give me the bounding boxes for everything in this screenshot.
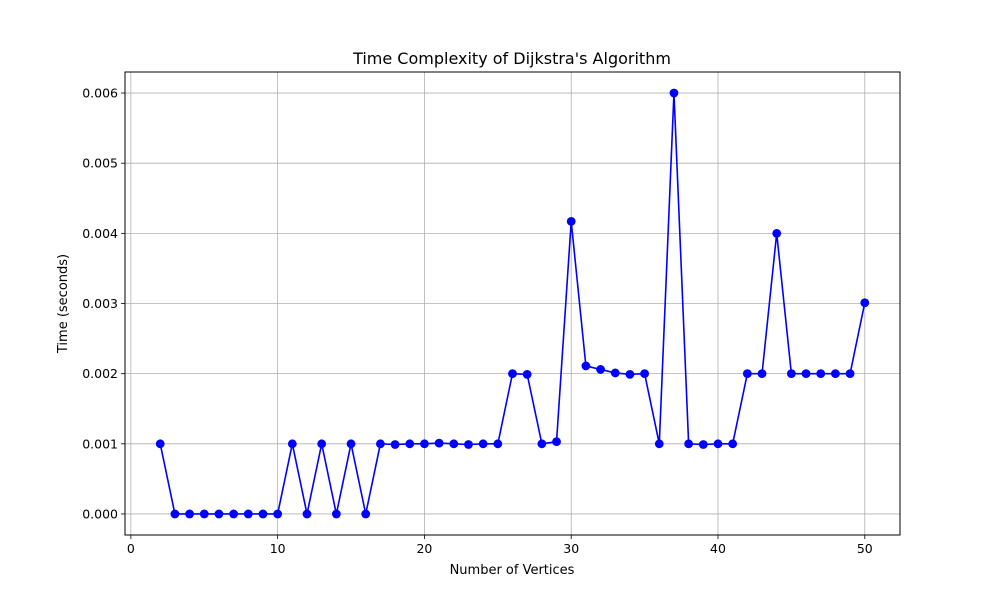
data-point [331,509,341,519]
data-point [405,439,415,449]
data-point [860,298,870,308]
data-point [478,439,488,449]
data-point [772,228,782,238]
x-tick-label: 20 [416,541,432,556]
data-point [317,439,327,449]
data-point [155,439,165,449]
data-point [831,369,840,379]
data-point [258,509,268,519]
x-tick-label: 10 [270,541,286,556]
y-tick-label: 0.005 [82,156,118,171]
data-point [273,509,283,519]
y-axis-label: Time (seconds) [56,254,71,354]
data-point [654,439,664,449]
data-point [728,439,738,449]
data-point [420,439,429,449]
data-point [684,439,694,449]
data-point [816,369,826,379]
data-point [434,438,444,448]
data-point [801,369,811,379]
series-layer [155,88,870,519]
y-tick-label: 0.006 [82,86,118,101]
x-tick-label: 30 [563,541,579,556]
x-axis-label: Number of Vertices [450,563,575,578]
data-point [390,440,400,449]
x-tick-label: 0 [127,541,135,556]
data-point [713,439,723,449]
y-tick-label: 0.003 [82,296,118,311]
data-point [375,439,385,449]
data-point [742,369,752,379]
data-point [243,509,253,519]
x-tick-label: 50 [857,541,873,556]
data-point [185,509,194,519]
data-point [757,369,767,379]
data-point [449,439,459,449]
data-point [786,369,796,379]
data-point [596,365,605,374]
data-point [537,439,547,449]
data-point [610,368,620,378]
data-point [698,440,708,449]
data-point [566,217,576,226]
data-point [361,509,371,519]
data-point [625,369,635,379]
data-point [346,439,356,449]
y-tick-label: 0.004 [82,226,118,241]
x-axis-ticks: 0 10 20 30 40 50 [127,535,873,556]
data-point [493,439,503,449]
data-point [287,439,297,449]
data-point [845,369,855,379]
x-tick-label: 40 [710,541,726,556]
y-tick-label: 0.000 [82,506,118,521]
data-point [302,509,312,519]
y-tick-label: 0.001 [82,436,118,451]
data-point [170,509,180,519]
data-point [640,369,650,379]
data-point [214,509,224,519]
data-point [508,369,517,379]
data-point [199,509,209,519]
data-point [229,509,239,519]
y-tick-label: 0.002 [82,366,118,381]
data-point [464,440,473,449]
data-point [552,437,561,447]
data-point [522,369,532,379]
y-axis-ticks: 0.000 0.001 0.002 0.003 0.004 0.005 0.006 [82,86,125,521]
chart-title: Time Complexity of Dijkstra's Algorithm [352,49,671,68]
data-point [669,88,679,98]
data-point [581,361,591,371]
